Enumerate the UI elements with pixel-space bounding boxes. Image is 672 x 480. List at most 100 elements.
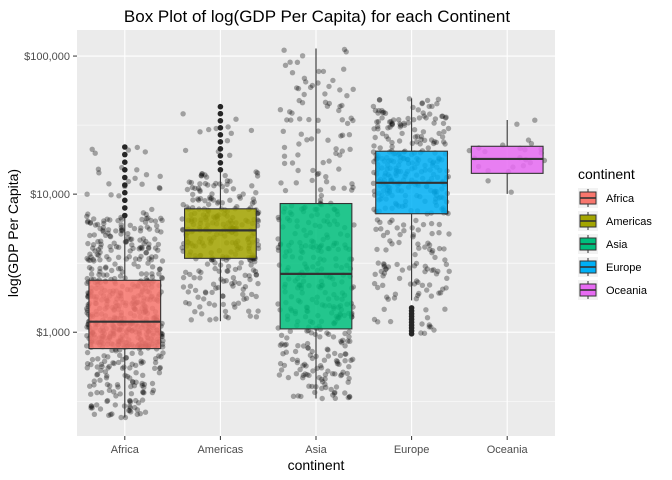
data-point [94, 371, 101, 377]
data-point [96, 271, 102, 278]
data-point [325, 347, 331, 353]
data-point [411, 117, 417, 123]
outlier-point [122, 151, 128, 158]
data-point [103, 375, 110, 381]
data-point [95, 221, 101, 228]
outlier-point [122, 212, 128, 219]
data-point [397, 124, 403, 130]
data-point [145, 245, 152, 251]
data-point [131, 383, 138, 389]
data-point [407, 281, 414, 287]
data-point [442, 115, 449, 121]
x-tick-label: Europe [394, 444, 429, 456]
data-point [94, 364, 101, 370]
data-point [134, 411, 140, 418]
data-point [199, 311, 205, 317]
data-point [84, 361, 91, 367]
data-point [203, 174, 210, 180]
data-point [322, 376, 328, 382]
data-point [227, 152, 233, 158]
data-point [420, 110, 426, 116]
data-point [287, 328, 293, 334]
data-point [284, 117, 290, 123]
data-point [209, 289, 215, 296]
data-point [441, 129, 447, 135]
data-point [238, 260, 244, 266]
data-point [295, 343, 301, 349]
data-point [288, 117, 294, 123]
data-point [92, 222, 99, 228]
data-point [146, 244, 152, 251]
data-point [94, 389, 100, 396]
data-point [89, 266, 95, 272]
data-point [128, 383, 134, 390]
data-point [415, 227, 421, 233]
data-point [133, 379, 139, 385]
data-point [115, 217, 121, 224]
data-point [435, 96, 442, 103]
data-point [339, 132, 346, 138]
boxplot-europe [375, 98, 448, 301]
data-point [116, 244, 122, 250]
data-point [319, 379, 326, 385]
data-point [122, 239, 129, 245]
data-point [118, 231, 124, 237]
data-point [230, 283, 236, 289]
legend-label: Asia [606, 239, 628, 251]
data-point [325, 353, 332, 359]
data-point [330, 334, 337, 340]
data-point [371, 126, 377, 132]
data-point [125, 235, 131, 241]
data-point [381, 306, 387, 312]
data-point [219, 184, 225, 190]
data-point [135, 400, 142, 406]
boxplot-africa [88, 216, 162, 418]
data-point [317, 187, 324, 193]
data-point [370, 180, 377, 186]
data-point [160, 338, 166, 344]
data-point [153, 254, 159, 260]
data-point [442, 141, 448, 147]
data-point [382, 110, 389, 117]
data-point [152, 365, 158, 371]
data-point [340, 369, 346, 375]
data-point [156, 185, 163, 191]
data-point [308, 330, 314, 336]
data-point [138, 253, 144, 260]
data-point [137, 228, 144, 234]
data-point [120, 356, 126, 363]
data-point [342, 330, 348, 337]
data-point [409, 140, 415, 146]
data-point [424, 315, 431, 321]
data-point [202, 180, 209, 187]
data-point [154, 223, 160, 229]
data-point [215, 284, 221, 291]
data-point [212, 260, 218, 266]
data-point [329, 371, 336, 377]
data-point [306, 372, 312, 379]
data-point [301, 75, 308, 82]
data-point [444, 275, 450, 281]
data-point [293, 371, 300, 377]
data-point [107, 234, 114, 240]
data-point [158, 354, 164, 360]
data-point [145, 260, 151, 266]
data-point [412, 134, 419, 140]
data-point [284, 335, 290, 341]
data-point [386, 119, 393, 125]
data-point [210, 197, 217, 203]
data-point [143, 215, 150, 222]
data-point [318, 192, 325, 199]
data-point [139, 397, 146, 403]
data-point [394, 225, 400, 231]
data-point [398, 122, 404, 128]
data-point [324, 330, 330, 336]
data-point [532, 117, 538, 123]
data-point [115, 254, 122, 260]
data-point [242, 272, 248, 278]
data-point [97, 269, 103, 275]
data-point [436, 290, 442, 296]
data-point [440, 120, 447, 127]
legend-item-africa: Africa [578, 188, 635, 208]
data-point [319, 376, 325, 382]
